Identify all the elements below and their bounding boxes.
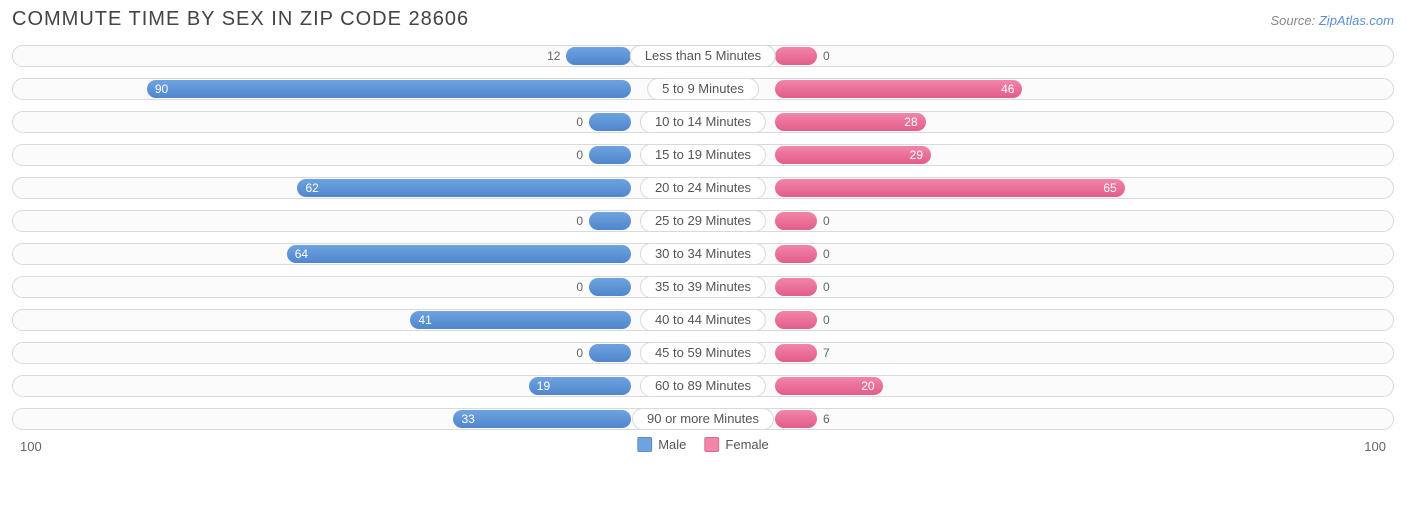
female-bar: 29 (775, 146, 931, 164)
data-row: 0 28 10 to 14 Minutes (12, 107, 1394, 137)
male-bar: 64 (287, 245, 631, 263)
male-value: 0 (576, 344, 583, 362)
category-label: 20 to 24 Minutes (640, 177, 766, 199)
source-link[interactable]: ZipAtlas.com (1319, 13, 1394, 28)
legend: Male Female (637, 437, 769, 452)
category-label: 15 to 19 Minutes (640, 144, 766, 166)
source-attribution: Source: ZipAtlas.com (1270, 13, 1394, 28)
female-value: 29 (902, 148, 931, 162)
female-bar (775, 344, 817, 362)
category-label: 25 to 29 Minutes (640, 210, 766, 232)
male-value: 62 (297, 181, 326, 195)
male-value: 0 (576, 146, 583, 164)
female-bar: 46 (775, 80, 1022, 98)
data-row: 64 0 30 to 34 Minutes (12, 239, 1394, 269)
chart-container: COMMUTE TIME BY SEX IN ZIP CODE 28606 So… (0, 0, 1406, 465)
category-label: 30 to 34 Minutes (640, 243, 766, 265)
male-bar (566, 47, 631, 65)
legend-item: Male (637, 437, 686, 452)
male-value: 41 (410, 313, 439, 327)
data-row: 0 7 45 to 59 Minutes (12, 338, 1394, 368)
male-value: 33 (453, 412, 482, 426)
female-value: 6 (823, 410, 830, 428)
female-bar (775, 47, 817, 65)
female-bar: 65 (775, 179, 1125, 197)
data-row: 41 0 40 to 44 Minutes (12, 305, 1394, 335)
legend-swatch (637, 437, 652, 452)
data-row: 62 65 20 to 24 Minutes (12, 173, 1394, 203)
female-value: 28 (896, 115, 925, 129)
female-bar: 28 (775, 113, 926, 131)
axis-right-max: 100 (1364, 439, 1386, 454)
data-row: 0 0 35 to 39 Minutes (12, 272, 1394, 302)
female-value: 0 (823, 212, 830, 230)
data-row: 33 6 90 or more Minutes (12, 404, 1394, 434)
category-label: Less than 5 Minutes (630, 45, 776, 67)
female-value: 0 (823, 47, 830, 65)
male-value: 90 (147, 82, 176, 96)
male-bar (589, 344, 631, 362)
male-bar: 90 (147, 80, 631, 98)
male-bar: 33 (453, 410, 631, 428)
male-bar (589, 146, 631, 164)
female-value: 7 (823, 344, 830, 362)
category-label: 60 to 89 Minutes (640, 375, 766, 397)
female-value: 20 (853, 379, 882, 393)
source-prefix: Source: (1270, 13, 1318, 28)
male-bar: 62 (297, 179, 631, 197)
female-value: 46 (993, 82, 1022, 96)
female-value: 0 (823, 311, 830, 329)
female-bar (775, 245, 817, 263)
male-value: 19 (529, 379, 558, 393)
legend-item: Female (704, 437, 768, 452)
data-row: 90 46 5 to 9 Minutes (12, 74, 1394, 104)
category-label: 35 to 39 Minutes (640, 276, 766, 298)
data-row: 0 29 15 to 19 Minutes (12, 140, 1394, 170)
legend-label: Female (725, 437, 768, 452)
data-row: 0 0 25 to 29 Minutes (12, 206, 1394, 236)
category-label: 45 to 59 Minutes (640, 342, 766, 364)
category-label: 5 to 9 Minutes (647, 78, 759, 100)
female-bar: 20 (775, 377, 883, 395)
male-bar (589, 212, 631, 230)
female-bar (775, 410, 817, 428)
female-value: 0 (823, 245, 830, 263)
female-bar (775, 212, 817, 230)
data-row: 19 20 60 to 89 Minutes (12, 371, 1394, 401)
male-value: 0 (576, 278, 583, 296)
header: COMMUTE TIME BY SEX IN ZIP CODE 28606 So… (12, 8, 1394, 31)
chart-title: COMMUTE TIME BY SEX IN ZIP CODE 28606 (12, 8, 469, 31)
legend-row: 100 Male Female 100 (12, 437, 1394, 461)
axis-left-max: 100 (20, 439, 42, 454)
chart-body: 12 0 Less than 5 Minutes 90 46 5 to 9 Minutes… (12, 41, 1394, 434)
male-value: 64 (287, 247, 316, 261)
male-value: 0 (576, 113, 583, 131)
legend-label: Male (658, 437, 686, 452)
legend-swatch (704, 437, 719, 452)
female-bar (775, 311, 817, 329)
category-label: 10 to 14 Minutes (640, 111, 766, 133)
category-label: 90 or more Minutes (632, 408, 774, 430)
male-bar: 19 (529, 377, 631, 395)
male-value: 0 (576, 212, 583, 230)
female-value: 65 (1095, 181, 1124, 195)
female-value: 0 (823, 278, 830, 296)
data-row: 12 0 Less than 5 Minutes (12, 41, 1394, 71)
male-bar (589, 278, 631, 296)
category-label: 40 to 44 Minutes (640, 309, 766, 331)
female-bar (775, 278, 817, 296)
male-bar (589, 113, 631, 131)
male-value: 12 (547, 47, 560, 65)
male-bar: 41 (410, 311, 631, 329)
